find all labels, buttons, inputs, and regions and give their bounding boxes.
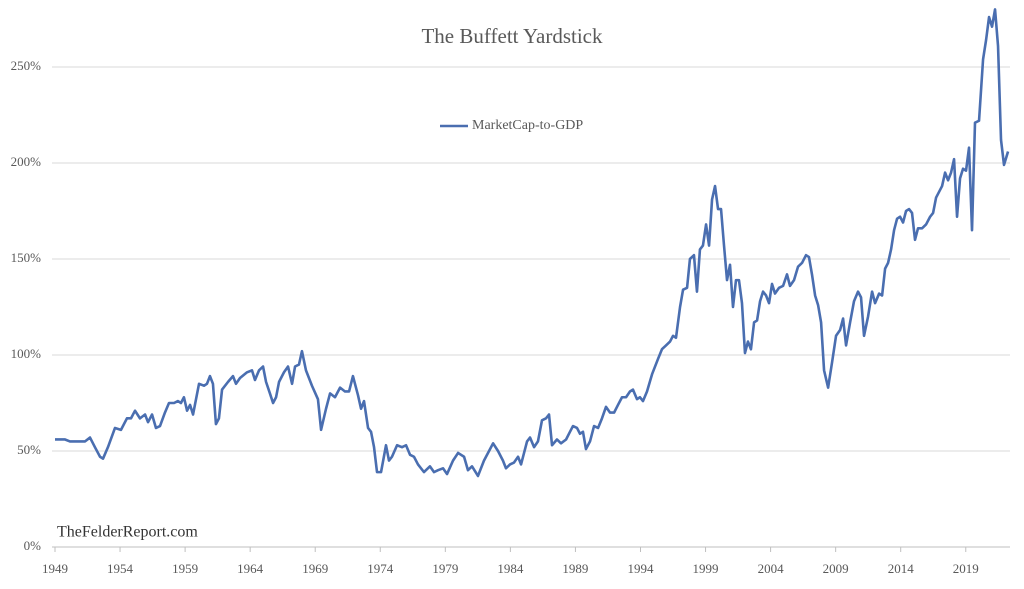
x-tick-label: 2004 <box>758 561 785 576</box>
y-tick-label: 150% <box>11 250 42 265</box>
x-tick-label: 1954 <box>107 561 134 576</box>
annotation: TheFelderReport.com <box>57 524 198 541</box>
x-tick-label: 2019 <box>953 561 979 576</box>
x-tick-label: 1984 <box>497 561 524 576</box>
x-tick-label: 2009 <box>823 561 849 576</box>
x-tick-label: 1969 <box>302 561 328 576</box>
x-tick-label: 1964 <box>237 561 264 576</box>
data-line <box>55 8 1010 478</box>
x-tick-label: 1949 <box>42 561 68 576</box>
y-tick-label: 200% <box>11 154 42 169</box>
y-tick-label: 250% <box>11 58 42 73</box>
x-tick-label: 1999 <box>693 561 719 576</box>
chart-title: The Buffett Yardstick <box>421 24 603 48</box>
y-tick-label: 50% <box>17 442 41 457</box>
y-tick-label: 100% <box>11 346 42 361</box>
y-tick-label: 0% <box>24 538 42 553</box>
x-tick-label: 1979 <box>432 561 458 576</box>
x-tick-label: 1989 <box>562 561 588 576</box>
x-tick-label: 1974 <box>367 561 394 576</box>
x-tick-label: 2014 <box>888 561 915 576</box>
x-tick-label: 1994 <box>627 561 654 576</box>
legend-label: MarketCap-to-GDP <box>472 118 583 133</box>
x-tick-label: 1959 <box>172 561 198 576</box>
